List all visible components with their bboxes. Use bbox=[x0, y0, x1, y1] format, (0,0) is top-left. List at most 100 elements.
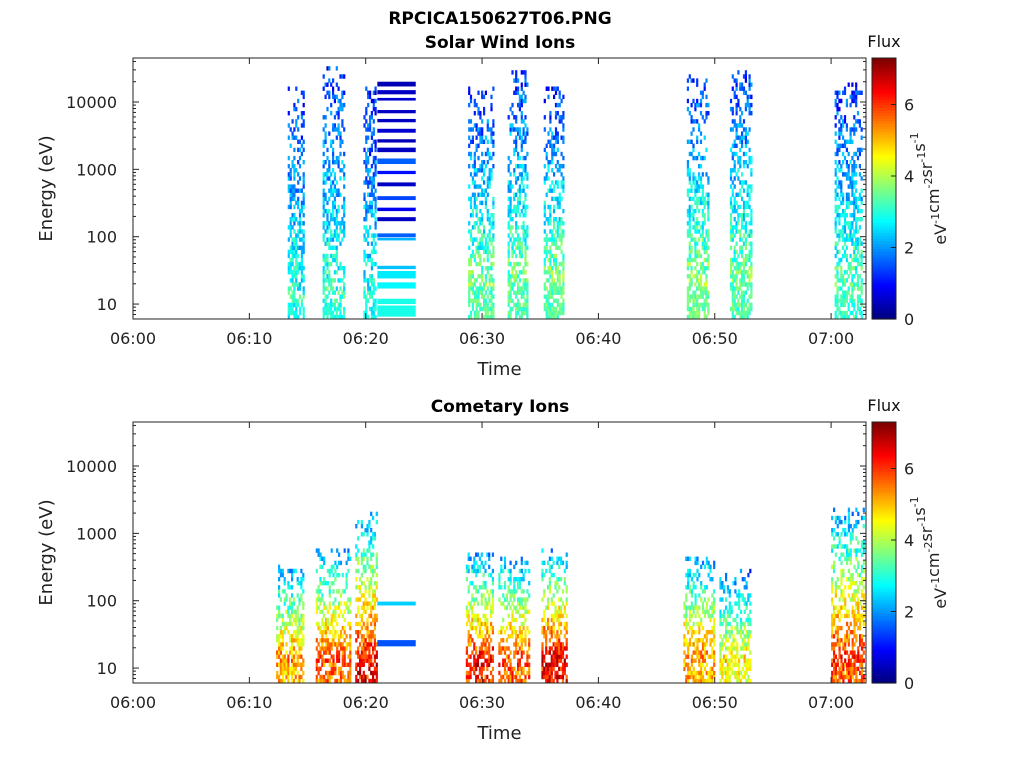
heatmap-cell-805 bbox=[469, 286, 473, 291]
heatmap-cell-1751 bbox=[562, 184, 565, 189]
heatmap-cell-1193 bbox=[522, 621, 525, 627]
heatmap-cell-914 bbox=[477, 253, 480, 259]
heatmap-cell-18 bbox=[287, 164, 290, 169]
heatmap-cell-358 bbox=[328, 568, 331, 574]
heatmap-cell-1043 bbox=[503, 585, 507, 590]
heatmap-cell-1475 bbox=[543, 204, 546, 210]
heatmap-cell-969 bbox=[481, 233, 484, 238]
heatmap-cell-1786 bbox=[686, 106, 689, 112]
heatmap-cell-1651 bbox=[705, 609, 708, 614]
heatmap-cell-752 bbox=[374, 249, 377, 255]
heatmap-cell-2380 bbox=[746, 213, 749, 218]
heatmap-cell-1773 bbox=[686, 257, 689, 263]
heatmap-cell-1562 bbox=[694, 613, 697, 619]
heatmap-cell-2842 bbox=[858, 164, 861, 169]
heatmap-cell-1595 bbox=[698, 621, 701, 627]
heatmap-cell-1252 bbox=[515, 270, 518, 275]
heatmap-cell-142 bbox=[292, 662, 296, 667]
heatmap-cell-2689 bbox=[849, 225, 852, 230]
heatmap-cell-975 bbox=[481, 188, 484, 193]
heatmap-cell-1585 bbox=[551, 160, 554, 165]
heatmap-cell-864 bbox=[476, 634, 480, 639]
heatmap-cell-1777 bbox=[725, 572, 728, 578]
heatmap-cell-1693 bbox=[558, 233, 561, 238]
heatmap-cell-25 bbox=[278, 585, 281, 590]
heatmap-cell-2612 bbox=[843, 229, 847, 234]
heatmap-cell-1968 bbox=[699, 261, 703, 267]
heatmap-cell-2586 bbox=[842, 213, 845, 218]
heatmap-cell-551 bbox=[357, 560, 360, 566]
heatmap-cell-664 bbox=[369, 278, 372, 283]
heatmap-cell-640 bbox=[367, 253, 370, 259]
heatmap-cell-295 bbox=[321, 564, 324, 570]
heatmap-cell-1329 bbox=[550, 597, 553, 602]
heatmap-cell-272 bbox=[322, 180, 325, 185]
heatmap-cell-1275 bbox=[515, 86, 518, 91]
heatmap-cell-723 bbox=[372, 278, 375, 283]
heatmap-cell-218 bbox=[302, 642, 305, 647]
heatmap-cell-1134 bbox=[492, 151, 495, 157]
heatmap-cell-767 bbox=[465, 658, 468, 663]
heatmap-cell-570 bbox=[343, 184, 346, 189]
heatmap-cell-1873 bbox=[694, 314, 697, 320]
heatmap-cell-2244 bbox=[739, 286, 742, 291]
heatmap-cell-132 bbox=[295, 237, 298, 242]
heatmap-cell-208 bbox=[300, 143, 303, 148]
heatmap-cell-457 bbox=[341, 625, 344, 631]
colorbar-step bbox=[872, 133, 896, 137]
heatmap-cell-67 bbox=[291, 241, 294, 246]
heatmap-cell-1086 bbox=[509, 581, 512, 586]
heatmap-cell-72 bbox=[291, 196, 294, 202]
heatmap-cell-786 bbox=[467, 617, 470, 623]
heatmap-cell-207 bbox=[300, 613, 303, 619]
heatmap-cell-1164 bbox=[507, 188, 510, 193]
heatmap-cell-2457 bbox=[834, 294, 837, 299]
heatmap-cell-760 bbox=[374, 200, 377, 206]
heatmap-cell-1474 bbox=[543, 208, 546, 214]
heatmap-cell-1182 bbox=[520, 589, 523, 594]
heatmap-cell-1843 bbox=[736, 670, 739, 676]
heatmap-cell-1412 bbox=[524, 241, 527, 246]
heatmap-cell-2795 bbox=[855, 119, 858, 124]
heatmap-cell-45 bbox=[281, 674, 284, 680]
heatmap-cell-344 bbox=[328, 290, 331, 295]
heatmap-cell-2490 bbox=[836, 290, 839, 295]
heatmap-cell-2163 bbox=[733, 217, 736, 222]
heatmap-cell-721 bbox=[373, 678, 376, 684]
heatmap-cell-1049 bbox=[486, 208, 489, 214]
heatmap-cell-313 bbox=[326, 306, 329, 312]
heatmap-cell-368 bbox=[330, 310, 333, 316]
heatmap-cell-162 bbox=[297, 160, 300, 165]
heatmap-cell-1381 bbox=[556, 577, 559, 582]
heatmap-cell-1517 bbox=[547, 257, 550, 263]
heatmap-cell-2559 bbox=[840, 192, 843, 197]
heatmap-cell-645 bbox=[366, 577, 369, 582]
heatmap-cell-141 bbox=[295, 106, 298, 112]
heatmap-cell-370 bbox=[330, 302, 333, 308]
heatmap-cell-369 bbox=[330, 617, 333, 623]
heatmap-cell-1798 bbox=[728, 646, 731, 651]
heatmap-cell-1763 bbox=[686, 314, 689, 320]
heatmap-cell-379 bbox=[332, 654, 335, 659]
heatmap-cell-1224 bbox=[513, 278, 516, 283]
heatmap-cell-1476 bbox=[685, 674, 688, 680]
heatmap-cell-620 bbox=[364, 646, 367, 651]
heatmap-cell-526 bbox=[339, 131, 342, 136]
heatmap-cell-1703 bbox=[713, 650, 716, 655]
heatmap-cell-1475 bbox=[685, 678, 688, 684]
heatmap-cell-715 bbox=[372, 314, 375, 320]
heatmap-cell-2346 bbox=[744, 245, 747, 250]
colorbar-step bbox=[872, 211, 896, 216]
heatmap-cell-1087 bbox=[509, 577, 512, 582]
heatmap-cell-1110 bbox=[513, 625, 516, 631]
heatmap-cell-566 bbox=[343, 208, 346, 214]
heatmap-cell-1079 bbox=[488, 168, 491, 173]
heatmap-cell-518 bbox=[339, 221, 342, 226]
heatmap-cell-83 bbox=[285, 625, 288, 631]
heatmap-cell-259 bbox=[317, 552, 320, 557]
heatmap-cell-863 bbox=[476, 654, 480, 659]
heatmap-cell-1606 bbox=[700, 650, 703, 655]
heatmap-cell-545 bbox=[357, 621, 360, 627]
heatmap-cell-408 bbox=[332, 200, 335, 206]
heatmap-cell-1885 bbox=[694, 245, 697, 250]
